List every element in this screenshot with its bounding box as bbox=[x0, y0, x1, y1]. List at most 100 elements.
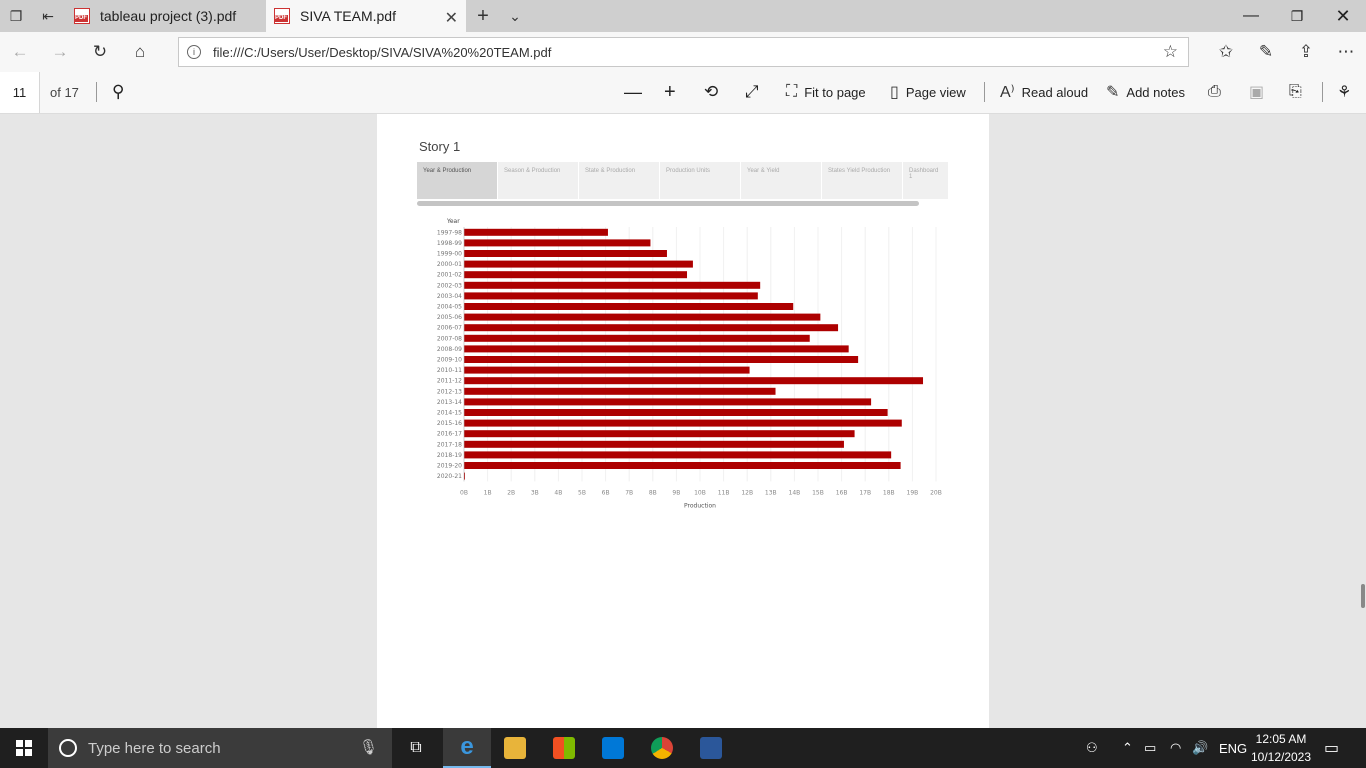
x-tick-label: 4B bbox=[554, 489, 562, 496]
battery-icon[interactable]: ▭ bbox=[1144, 740, 1157, 755]
people-icon[interactable]: ⚇ bbox=[1086, 740, 1098, 755]
read-aloud-button[interactable]: A⁾ Read aloud bbox=[1000, 80, 1088, 104]
info-icon[interactable]: i bbox=[187, 45, 201, 59]
bar bbox=[464, 313, 821, 321]
bar bbox=[464, 419, 902, 427]
close-tab-icon[interactable]: ✕ bbox=[444, 10, 458, 27]
language-indicator[interactable]: ENG bbox=[1219, 740, 1248, 756]
y-tick-label: 2011-12 bbox=[437, 378, 462, 385]
add-notes-button[interactable]: ✎ Add notes bbox=[1106, 80, 1185, 104]
y-tick-label: 1999-00 bbox=[437, 251, 462, 258]
story-tab[interactable]: Season & Production bbox=[498, 162, 579, 199]
wifi-icon[interactable]: ◠ bbox=[1170, 740, 1182, 755]
search-placeholder: Type here to search bbox=[88, 739, 221, 757]
close-window-icon[interactable]: ✕ bbox=[1335, 5, 1351, 26]
x-tick-label: 17B bbox=[859, 489, 871, 496]
chevron-up-icon[interactable]: ⌃ bbox=[1122, 740, 1133, 755]
back-icon[interactable]: ← bbox=[11, 42, 29, 61]
bar bbox=[464, 324, 839, 332]
bar bbox=[464, 440, 844, 448]
story-tab[interactable]: State & Production bbox=[579, 162, 660, 199]
pdf-toolbar: 11 of 17 ⚲ — + ⟲ ⤢ ⛶ Fit to page ▯ Page … bbox=[0, 72, 1366, 114]
pin-toolbar-icon[interactable]: ⚘ bbox=[1337, 84, 1352, 101]
search-icon[interactable]: ⚲ bbox=[112, 82, 125, 101]
save-icon[interactable]: ▣ bbox=[1249, 84, 1265, 101]
share-icon[interactable]: ⇪ bbox=[1298, 42, 1314, 61]
story-tab[interactable]: States Yield Production bbox=[822, 162, 903, 199]
story-title: Story 1 bbox=[419, 139, 461, 154]
fit-to-page-button[interactable]: ⛶ Fit to page bbox=[786, 80, 866, 104]
bar bbox=[464, 250, 667, 257]
volume-icon[interactable]: 🔊 bbox=[1192, 740, 1209, 755]
edge-icon[interactable]: e bbox=[443, 728, 491, 768]
page-number-input[interactable]: 11 bbox=[0, 72, 40, 113]
favorites-icon[interactable]: ✩ bbox=[1218, 42, 1234, 61]
x-tick-label: 15B bbox=[812, 489, 824, 496]
cortana-icon bbox=[59, 739, 77, 757]
start-button[interactable] bbox=[0, 728, 48, 768]
clock[interactable]: 12:05 AM 10/12/2023 bbox=[1242, 730, 1320, 766]
x-tick-label: 18B bbox=[883, 489, 895, 496]
y-tick-label: 2003-04 bbox=[437, 293, 462, 300]
read-aloud-icon: A⁾ bbox=[1000, 84, 1015, 101]
save-as-icon[interactable]: ⎘ bbox=[1289, 83, 1302, 100]
y-tick-label: 2013-14 bbox=[437, 399, 462, 406]
zoom-out-icon[interactable]: — bbox=[624, 81, 642, 102]
minimize-icon[interactable]: — bbox=[1243, 7, 1259, 24]
clock-date: 10/12/2023 bbox=[1250, 750, 1312, 764]
file-explorer-icon[interactable] bbox=[491, 728, 539, 768]
zoom-in-icon[interactable]: + bbox=[664, 80, 676, 103]
more-icon[interactable]: ⋯ bbox=[1337, 42, 1355, 61]
taskbar-search[interactable]: Type here to search 🎙 bbox=[48, 728, 392, 768]
bar bbox=[464, 334, 810, 342]
tab-actions-icon[interactable]: ❐ bbox=[9, 7, 23, 24]
notifications-icon[interactable]: ▭ bbox=[1324, 740, 1340, 757]
y-tick-label: 2006-07 bbox=[437, 325, 462, 332]
y-tick-label: 2009-10 bbox=[437, 357, 462, 364]
pdf-viewer[interactable]: Story 1 Year & Production Season & Produ… bbox=[0, 114, 1366, 728]
favorite-star-icon[interactable]: ☆ bbox=[1162, 42, 1178, 61]
forward-icon[interactable]: → bbox=[51, 42, 69, 61]
bar bbox=[464, 462, 901, 469]
story-scrollbar[interactable] bbox=[417, 201, 919, 206]
store-icon[interactable] bbox=[540, 728, 588, 768]
refresh-icon[interactable]: ↻ bbox=[92, 42, 108, 61]
chrome-icon[interactable] bbox=[638, 728, 686, 768]
bar bbox=[464, 366, 750, 374]
bar bbox=[464, 430, 855, 438]
x-tick-label: 16B bbox=[836, 489, 848, 496]
tab-aside-icon[interactable]: ⇤ bbox=[42, 7, 54, 24]
mail-icon[interactable] bbox=[589, 728, 637, 768]
print-icon[interactable]: ⎙ bbox=[1208, 83, 1221, 100]
microphone-icon[interactable]: 🎙 bbox=[358, 739, 378, 756]
address-bar[interactable]: i file:///C:/Users/User/Desktop/SIVA/SIV… bbox=[178, 37, 1189, 67]
viewer-scrollbar[interactable] bbox=[1361, 584, 1365, 608]
rotate-icon[interactable]: ⟲ bbox=[704, 82, 719, 101]
restore-icon[interactable]: ❐ bbox=[1290, 7, 1304, 24]
production-bar-chart: 0B 1B 2B 3B 4B 5B 6B 7B 8B 9B 10B 11B 12B 13B 14B 15B 16… bbox=[437, 218, 942, 509]
new-tab-icon[interactable]: + bbox=[477, 4, 489, 27]
task-view-icon[interactable]: ⧉ bbox=[410, 739, 422, 756]
bar bbox=[464, 345, 849, 353]
read-aloud-label: Read aloud bbox=[1021, 84, 1089, 100]
story-tab[interactable]: Year & Production bbox=[417, 162, 498, 199]
page-view-button[interactable]: ▯ Page view bbox=[890, 80, 966, 104]
browser-tab-bar: ❐ ⇤ tableau project (3).pdf SIVA TEAM.pd… bbox=[0, 0, 1366, 32]
bar bbox=[464, 260, 693, 268]
bar bbox=[464, 228, 608, 236]
page-view-icon: ▯ bbox=[890, 84, 899, 101]
chevron-down-icon[interactable]: ⌄ bbox=[509, 7, 521, 24]
y-tick-label: 2014-15 bbox=[437, 410, 462, 417]
tab-tableau-project[interactable]: tableau project (3).pdf bbox=[66, 0, 264, 32]
tab-siva-team[interactable]: SIVA TEAM.pdf ✕ bbox=[266, 0, 466, 32]
story-tab[interactable]: Production Units bbox=[660, 162, 741, 199]
pen-icon[interactable]: ✎ bbox=[1258, 42, 1274, 61]
x-tick-label: 10B bbox=[694, 489, 706, 496]
story-tab[interactable]: Year & Yield bbox=[741, 162, 822, 199]
bar bbox=[464, 239, 651, 247]
fullscreen-icon[interactable]: ⤢ bbox=[745, 82, 759, 101]
story-tab[interactable]: Dashboard 1 bbox=[903, 162, 949, 199]
bar bbox=[464, 472, 465, 480]
home-icon[interactable]: ⌂ bbox=[134, 42, 146, 61]
word-icon[interactable] bbox=[687, 728, 735, 768]
